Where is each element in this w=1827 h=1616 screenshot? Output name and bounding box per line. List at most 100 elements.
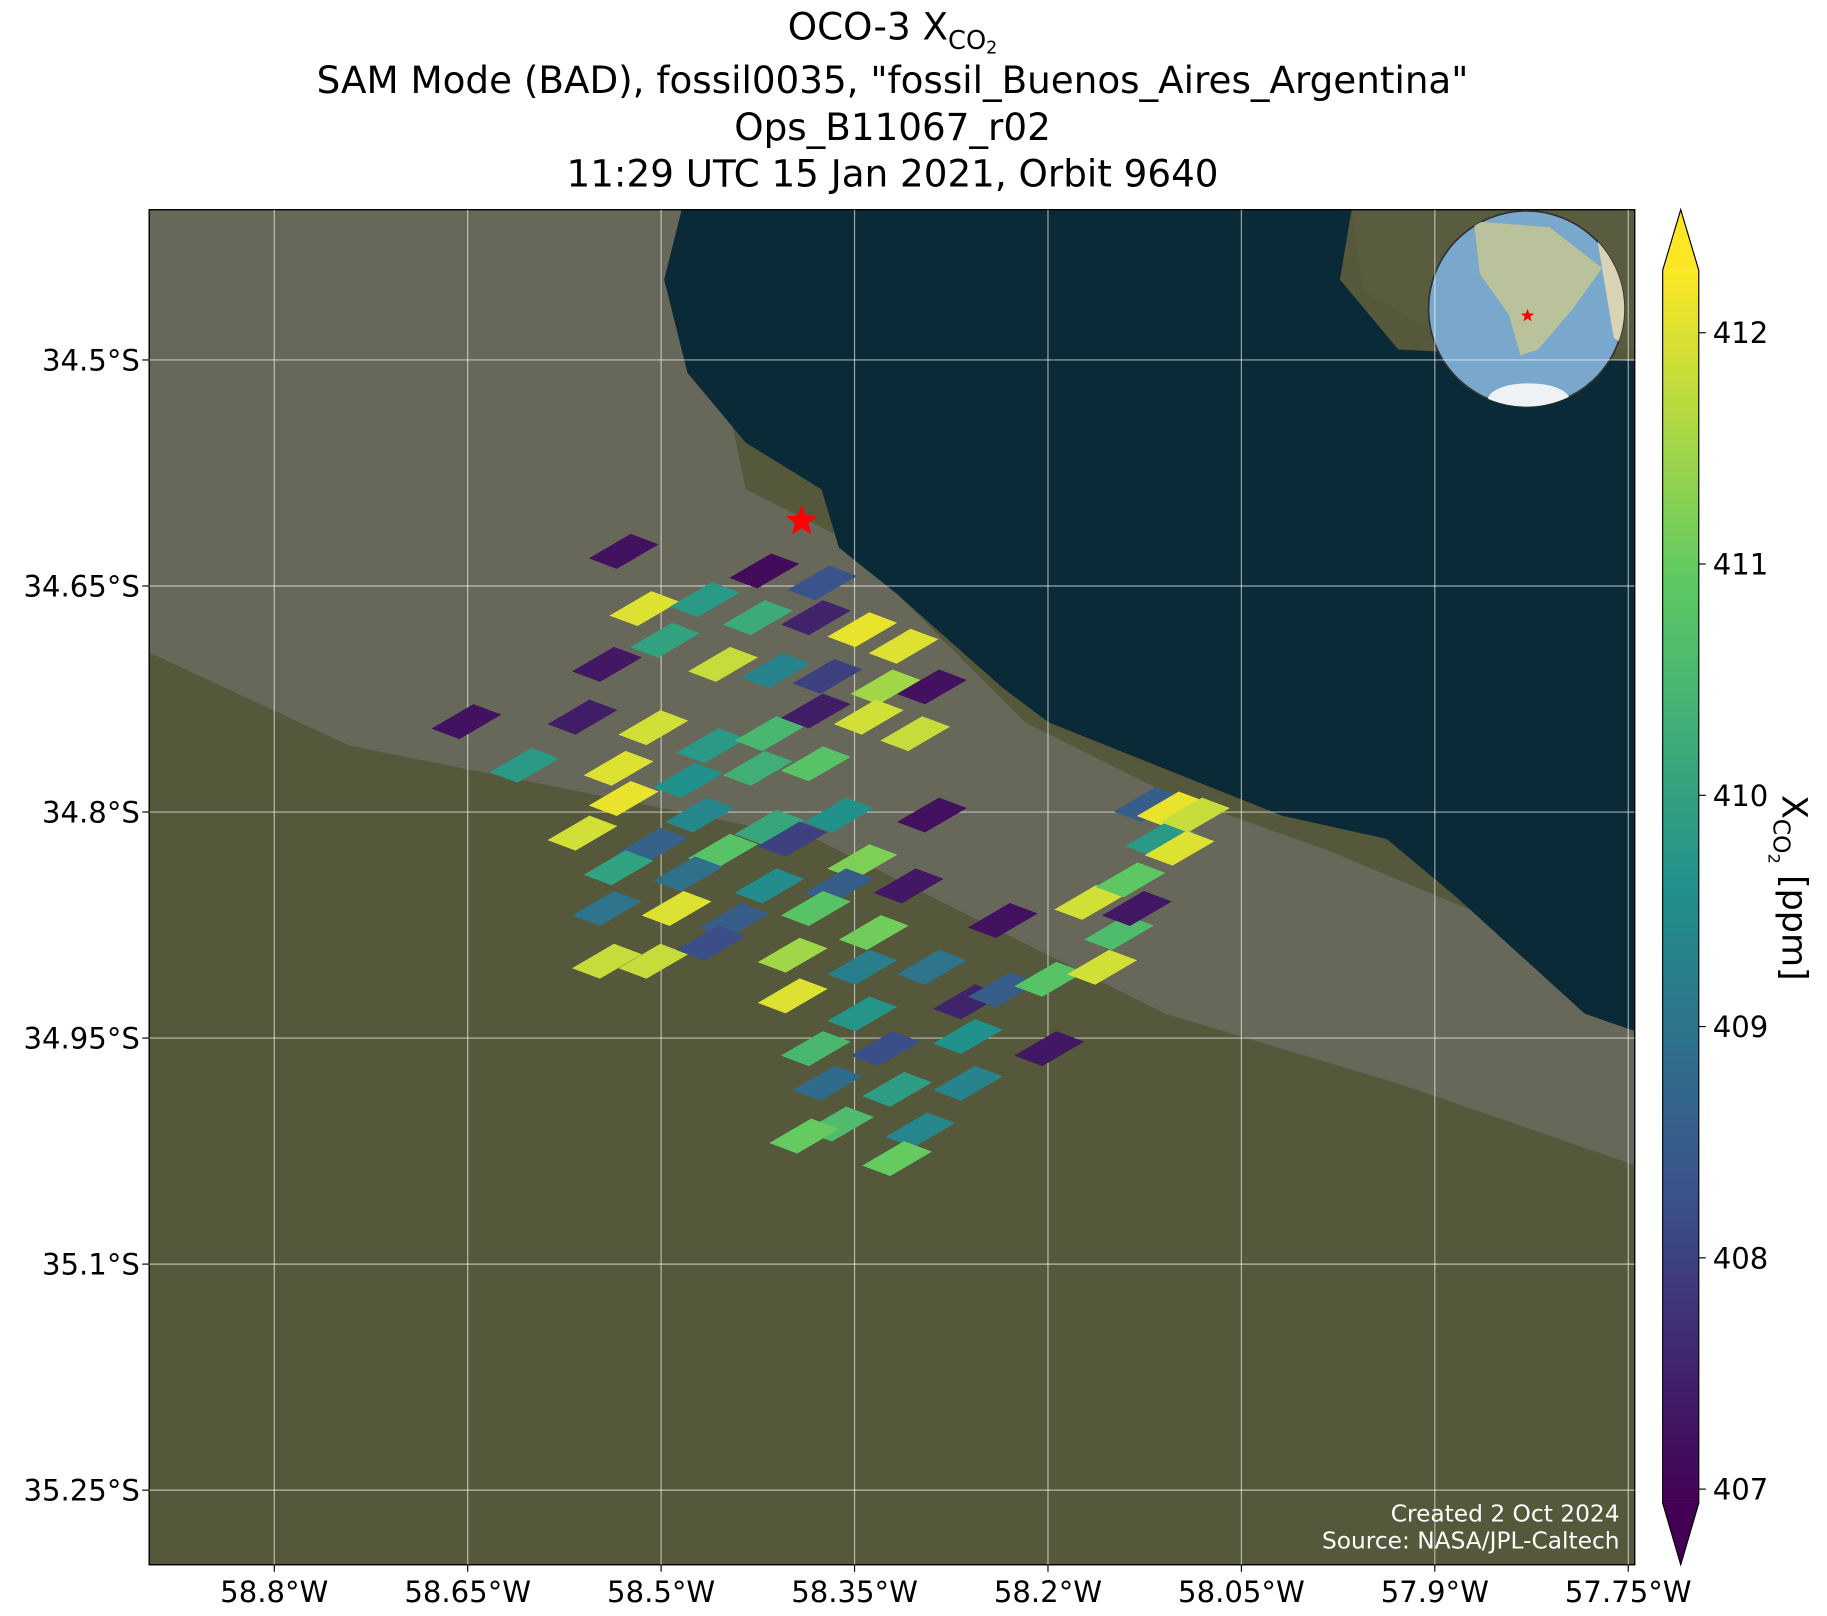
cb-label-sub: CO bbox=[1767, 819, 1794, 854]
sounding bbox=[1067, 949, 1138, 985]
sounding bbox=[676, 728, 747, 764]
sounding bbox=[1136, 791, 1207, 827]
chart-subtitle: SAM Mode (BAD), fossil0035, "fossil_Buen… bbox=[317, 58, 1469, 102]
sounding bbox=[676, 925, 747, 961]
cb-label-subsub: 2 bbox=[1765, 854, 1784, 864]
sounding bbox=[933, 1019, 1003, 1055]
target-marker bbox=[786, 504, 818, 535]
globe-target bbox=[1520, 308, 1535, 322]
sounding bbox=[885, 1112, 956, 1148]
sounding bbox=[609, 591, 680, 627]
sounding bbox=[547, 815, 618, 851]
sounding bbox=[588, 780, 659, 816]
colorbar-tick-label: 412 bbox=[1713, 316, 1769, 350]
title-text: OCO-3 X bbox=[788, 5, 948, 49]
sounding bbox=[641, 890, 712, 926]
sounding bbox=[780, 746, 851, 782]
sounding bbox=[572, 943, 642, 979]
sounding bbox=[1113, 787, 1184, 822]
colorbar-tick-label: 410 bbox=[1713, 779, 1769, 813]
sounding bbox=[850, 1031, 921, 1067]
sounding bbox=[827, 949, 898, 985]
colorbar-tick-label: 409 bbox=[1713, 1010, 1769, 1044]
y-tick-label: 35.25°S bbox=[23, 1474, 139, 1508]
sounding bbox=[1144, 830, 1215, 866]
x-tick-label: 58.35°W bbox=[791, 1575, 918, 1609]
colorbar-tick-label: 407 bbox=[1713, 1473, 1769, 1507]
sounding bbox=[740, 652, 811, 688]
sounding bbox=[873, 868, 944, 904]
sounding bbox=[572, 646, 642, 682]
sounding bbox=[722, 600, 793, 636]
sounding bbox=[1054, 884, 1125, 920]
colorbar-outline bbox=[1662, 207, 1700, 1567]
x-tick-label: 57.75°W bbox=[1565, 1575, 1692, 1609]
title-sub: CO bbox=[948, 26, 986, 56]
sounding bbox=[734, 809, 805, 845]
sounding bbox=[1101, 890, 1172, 926]
sounding bbox=[827, 996, 898, 1032]
sounding bbox=[838, 915, 909, 951]
sounding bbox=[729, 553, 800, 589]
sounding bbox=[833, 699, 904, 735]
sounding bbox=[868, 628, 939, 664]
sounding bbox=[670, 582, 740, 618]
sounding bbox=[653, 762, 724, 798]
inset-globe bbox=[1427, 210, 1626, 408]
sounding bbox=[489, 747, 560, 783]
sounding bbox=[734, 716, 805, 752]
sounding bbox=[787, 565, 858, 601]
sounding bbox=[896, 949, 967, 985]
chart-subtitle: 11:29 UTC 15 Jan 2021, Orbit 9640 bbox=[567, 151, 1219, 195]
footer-line: Source: NASA/JPL-Caltech bbox=[1322, 1527, 1620, 1554]
colorbar-tick-label: 408 bbox=[1713, 1241, 1769, 1275]
sounding bbox=[1083, 915, 1154, 951]
sounding bbox=[827, 612, 898, 648]
y-tick-label: 34.8°S bbox=[42, 796, 140, 830]
sounding bbox=[780, 693, 851, 729]
x-tick-label: 58.65°W bbox=[404, 1575, 531, 1609]
sounding bbox=[547, 699, 618, 735]
sounding bbox=[588, 533, 659, 569]
soundings bbox=[431, 533, 1230, 1177]
sounding bbox=[431, 704, 502, 740]
globe-ice bbox=[1487, 383, 1570, 407]
x-tick-label: 58.05°W bbox=[1178, 1575, 1305, 1609]
title-subsub: 2 bbox=[986, 39, 997, 59]
sounding bbox=[804, 797, 875, 833]
colorbar-extend-top bbox=[1662, 209, 1699, 271]
y-tick-label: 34.5°S bbox=[42, 343, 140, 377]
sounding bbox=[653, 856, 724, 892]
y-tick-label: 35.1°S bbox=[42, 1248, 140, 1282]
sounding bbox=[780, 1031, 851, 1067]
y-tick-label: 34.65°S bbox=[23, 569, 139, 603]
y-tick-label: 34.95°S bbox=[23, 1022, 139, 1056]
sounding bbox=[1125, 821, 1196, 857]
x-tick-label: 58.5°W bbox=[607, 1575, 715, 1609]
water bbox=[664, 209, 1635, 1032]
sounding bbox=[664, 797, 735, 833]
chart-title: OCO-3 XCO2 bbox=[788, 5, 997, 59]
sounding bbox=[862, 1141, 933, 1177]
x-tick-label: 57.9°W bbox=[1381, 1575, 1489, 1609]
sounding bbox=[967, 972, 1038, 1008]
sounding bbox=[850, 669, 921, 705]
sounding bbox=[780, 600, 851, 636]
sounding bbox=[757, 821, 828, 857]
footer-line: Created 2 Oct 2024 bbox=[1391, 1501, 1620, 1528]
colorbar-label: XCO2 [ppm] bbox=[1765, 795, 1814, 981]
sounding bbox=[630, 622, 700, 658]
x-tick-label: 58.2°W bbox=[994, 1575, 1102, 1609]
sounding bbox=[769, 1118, 840, 1154]
sounding bbox=[583, 850, 654, 886]
sounding bbox=[618, 710, 689, 746]
sounding bbox=[1014, 1031, 1085, 1067]
sounding bbox=[780, 890, 851, 926]
sounding bbox=[792, 1065, 863, 1101]
sounding bbox=[583, 750, 654, 786]
sounding bbox=[1095, 862, 1166, 898]
chart-subtitle: Ops_B11067_r02 bbox=[734, 105, 1051, 149]
sounding bbox=[757, 978, 828, 1014]
